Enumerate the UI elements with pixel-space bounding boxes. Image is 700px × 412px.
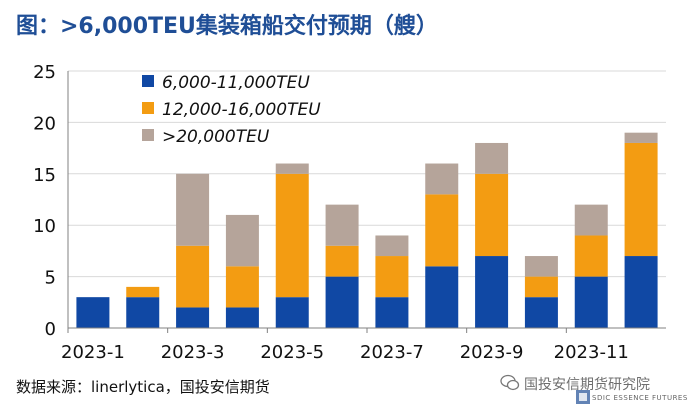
sdic-logo-icon xyxy=(576,390,590,404)
x-tick-label: 2023-9 xyxy=(460,342,524,363)
y-tick-label: 20 xyxy=(33,113,56,134)
watermark-text: 国投安信期货研究院 xyxy=(524,377,650,393)
bar-segment-1 xyxy=(375,297,409,328)
y-tick-label: 15 xyxy=(33,165,56,186)
bar-segment-1 xyxy=(624,256,658,328)
y-tick-label: 25 xyxy=(33,62,56,83)
bar-segment-3 xyxy=(574,204,608,236)
bar-segment-3 xyxy=(425,163,459,195)
bar-segment-1 xyxy=(275,297,309,328)
x-tick-label: 2023-3 xyxy=(161,342,225,363)
bars xyxy=(76,132,658,328)
y-tick-label: 5 xyxy=(45,268,56,289)
bar-segment-3 xyxy=(275,163,309,174)
legend-swatch xyxy=(142,75,154,87)
bar-segment-2 xyxy=(524,276,558,298)
x-tick-label: 2023-5 xyxy=(260,342,324,363)
legend-swatch xyxy=(142,102,154,114)
bar-segment-1 xyxy=(76,297,110,328)
bar-segment-2 xyxy=(275,173,309,298)
legend-label: 6,000-11,000TEU xyxy=(162,73,310,93)
bar-segment-3 xyxy=(475,142,509,174)
bar-segment-3 xyxy=(176,173,210,246)
wechat-icon xyxy=(500,374,520,391)
bar-segment-3 xyxy=(325,204,359,246)
bar-segment-1 xyxy=(574,276,608,328)
x-tick-label: 2023-11 xyxy=(554,342,629,363)
bar-segment-1 xyxy=(126,297,160,328)
watermark: 国投安信期货研究院 SDIC ESSENCE FUTURES xyxy=(496,372,696,408)
bar-segment-1 xyxy=(325,276,359,328)
x-tick-label: 2023-7 xyxy=(360,342,424,363)
watermark-subtext: SDIC ESSENCE FUTURES xyxy=(592,394,688,402)
y-tick-label: 10 xyxy=(33,216,56,237)
legend-label: >20,000TEU xyxy=(162,127,270,147)
bar-segment-1 xyxy=(475,256,509,328)
bar-segment-2 xyxy=(325,245,359,277)
x-tick-label: 2023-1 xyxy=(61,342,125,363)
bar-segment-1 xyxy=(425,266,459,328)
bar-segment-1 xyxy=(225,307,259,328)
bar-segment-2 xyxy=(225,266,259,308)
axes: 0 5 10 15 20 25 2023-1 2023-3 2023-5 2023-7 2023-9… xyxy=(33,62,666,363)
chart-title: 图：>6,000TEU集装箱船交付预期（艘） xyxy=(16,14,438,39)
bar-segment-2 xyxy=(176,245,210,308)
bar-segment-1 xyxy=(176,307,210,328)
bar-segment-3 xyxy=(375,235,409,257)
bar-segment-2 xyxy=(126,286,160,298)
bar-segment-3 xyxy=(624,132,658,143)
source-note: 数据来源：linerlytica，国投安信期货 xyxy=(16,378,270,396)
bar-segment-3 xyxy=(225,214,259,267)
legend: 6,000-11,000TEU 12,000-16,000TEU >20,000TE… xyxy=(142,73,321,147)
bar-segment-2 xyxy=(574,235,608,277)
bar-segment-2 xyxy=(624,142,658,257)
gridlines xyxy=(68,70,666,278)
legend-label: 12,000-16,000TEU xyxy=(162,100,321,120)
bar-segment-1 xyxy=(524,297,558,328)
bar-segment-2 xyxy=(425,194,459,267)
bar-segment-2 xyxy=(475,173,509,257)
y-tick-label: 0 xyxy=(45,319,56,340)
bar-segment-2 xyxy=(375,256,409,298)
bar-segment-3 xyxy=(524,256,558,277)
legend-swatch xyxy=(142,129,154,141)
